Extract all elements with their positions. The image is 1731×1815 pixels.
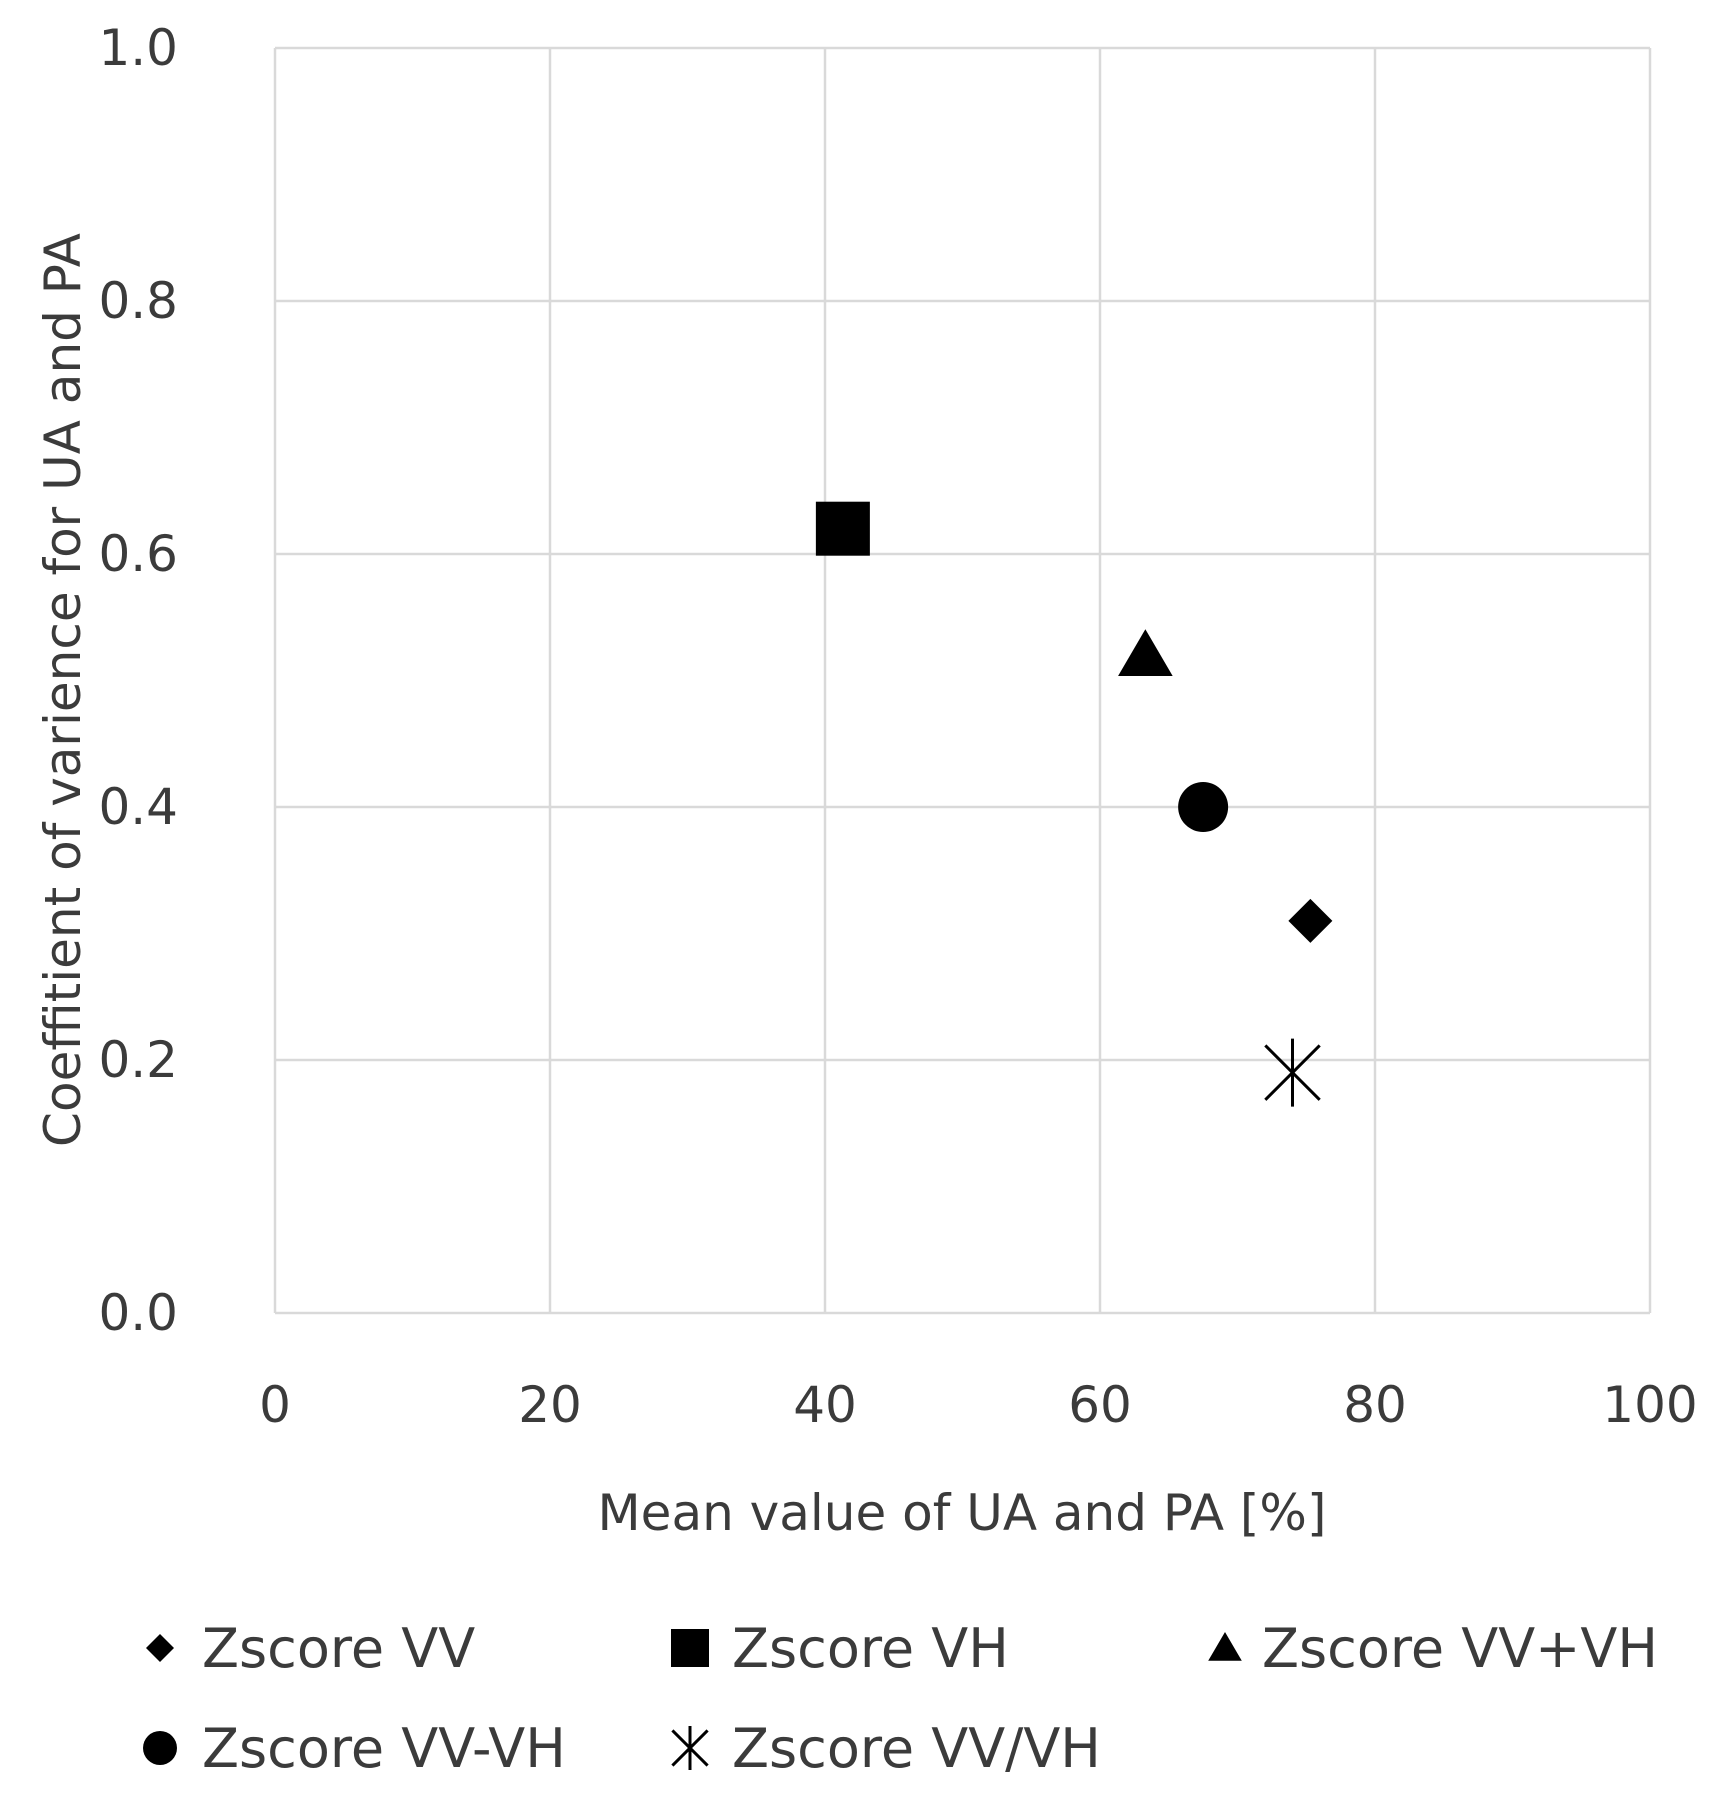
legend-item: Zscore VV+VH [1208, 1617, 1658, 1680]
diamond-marker-icon [146, 1634, 174, 1662]
y-tick-label: 0.0 [98, 1284, 178, 1342]
y-tick-label: 0.6 [98, 525, 178, 583]
x-tick-label: 0 [259, 1376, 291, 1434]
x-tick-label: 20 [518, 1376, 582, 1434]
legend-label: Zscore VV+VH [1262, 1617, 1658, 1680]
data-point-zscore-vv-vh [1178, 782, 1229, 832]
circle-marker-icon [143, 1731, 177, 1765]
data-point-zscore-vv [1288, 898, 1333, 943]
y-tick-label: 1.0 [98, 19, 178, 77]
y-tick-label: 0.4 [98, 778, 178, 836]
grid-lines [273, 46, 1652, 1315]
legend-label: Zscore VV-VH [202, 1717, 566, 1780]
x-tick-label: 60 [1068, 1376, 1132, 1434]
x-axis-title: Mean value of UA and PA [%] [598, 1484, 1327, 1542]
x-tick-label: 40 [793, 1376, 857, 1434]
data-point-zscore-vh [815, 501, 870, 556]
asterisk-stroke [1264, 1044, 1321, 1101]
x-axis-ticks: 0 20 40 60 80 100 [259, 1376, 1698, 1434]
legend-label: Zscore VV [202, 1617, 475, 1680]
legend-item: Zscore VV-VH [143, 1717, 566, 1780]
legend-item: Zscore VV [146, 1617, 475, 1680]
y-axis-ticks: 0.0 0.2 0.4 0.6 0.8 1.0 [98, 19, 178, 1342]
asterisk-stroke [671, 1729, 709, 1767]
legend-label: Zscore VV/VH [732, 1717, 1101, 1780]
y-tick-label: 0.8 [98, 272, 178, 330]
triangle-marker-icon [1208, 1632, 1242, 1661]
y-tick-label: 0.2 [98, 1031, 178, 1089]
square-marker-icon [671, 1629, 709, 1667]
legend: Zscore VV Zscore VH Zscore VV+VH Zscore VV-… [143, 1617, 1658, 1780]
legend-label: Zscore VH [732, 1617, 1009, 1680]
y-axis-title: Coeffitient of varience for UA and PA [34, 233, 92, 1147]
x-tick-label: 80 [1343, 1376, 1407, 1434]
data-point-zscore-vv-vh [1264, 1038, 1321, 1107]
data-point-zscore-vv-vh [1118, 629, 1173, 676]
asterisk-marker-icon [671, 1726, 709, 1770]
data-points [815, 501, 1333, 1107]
x-tick-label: 100 [1602, 1376, 1697, 1434]
legend-item: Zscore VH [671, 1617, 1009, 1680]
legend-item: Zscore VV/VH [671, 1717, 1101, 1780]
